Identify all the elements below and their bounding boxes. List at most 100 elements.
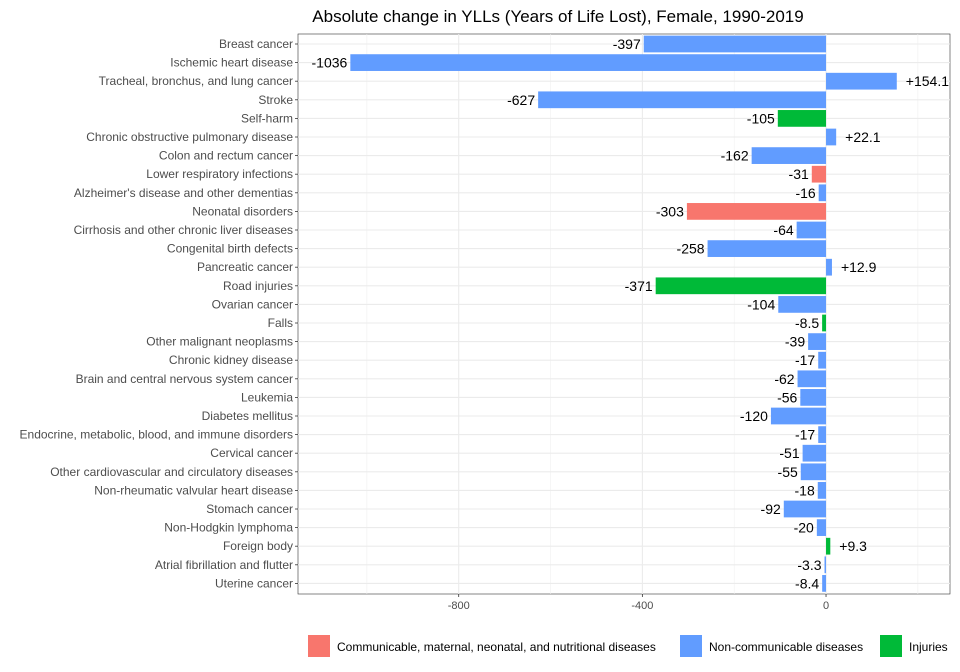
data-label: -62 bbox=[774, 371, 794, 387]
bar bbox=[818, 184, 827, 202]
bar bbox=[778, 296, 827, 313]
bar bbox=[808, 333, 827, 350]
bar bbox=[350, 54, 827, 71]
category-label: Chronic kidney disease bbox=[169, 353, 293, 367]
category-label: Non-rheumatic valvular heart disease bbox=[94, 483, 293, 497]
bar bbox=[816, 519, 827, 536]
data-label: -17 bbox=[795, 427, 815, 443]
bar bbox=[777, 110, 827, 127]
data-label: -162 bbox=[721, 148, 749, 164]
bar bbox=[655, 277, 827, 295]
category-label: Lower respiratory infections bbox=[146, 167, 293, 181]
bar bbox=[826, 537, 831, 555]
data-label: -397 bbox=[613, 36, 641, 52]
bar bbox=[826, 72, 897, 90]
category-label: Non-Hodgkin lymphoma bbox=[164, 521, 293, 535]
x-axis-ticks: -800 -400 0 bbox=[295, 43, 829, 612]
category-label: Chronic obstructive pulmonary disease bbox=[86, 130, 293, 144]
category-label: Breast cancer bbox=[219, 37, 293, 51]
category-label: Ovarian cancer bbox=[212, 297, 293, 311]
bar bbox=[822, 314, 827, 332]
legend-label: Injuries bbox=[909, 640, 948, 654]
bar bbox=[686, 203, 827, 220]
category-label: Atrial fibrillation and flutter bbox=[155, 558, 293, 572]
bar bbox=[707, 240, 827, 257]
bar bbox=[751, 147, 827, 164]
bar bbox=[802, 444, 827, 462]
data-label: -16 bbox=[795, 185, 815, 201]
data-label: -627 bbox=[507, 92, 535, 108]
bar bbox=[818, 426, 827, 443]
bar bbox=[800, 389, 827, 406]
bars bbox=[350, 35, 897, 592]
data-label: -1036 bbox=[312, 55, 348, 71]
category-label: Other cardiovascular and circulatory dis… bbox=[50, 465, 293, 479]
category-label: Endocrine, metabolic, blood, and immune … bbox=[20, 428, 293, 442]
category-label: Road injuries bbox=[223, 279, 293, 293]
legend-swatch bbox=[308, 635, 330, 657]
data-label: -92 bbox=[761, 501, 781, 517]
category-label: Neonatal disorders bbox=[192, 204, 293, 218]
data-label: -18 bbox=[795, 482, 815, 498]
data-label: -371 bbox=[625, 278, 653, 294]
category-label: Brain and central nervous system cancer bbox=[76, 372, 293, 386]
legend: Communicable, maternal, neonatal, and nu… bbox=[308, 635, 948, 657]
category-label: Self-harm bbox=[241, 111, 293, 125]
category-label: Uterine cancer bbox=[215, 576, 293, 590]
category-label: Ischemic heart disease bbox=[170, 56, 293, 70]
bar bbox=[826, 128, 837, 146]
bar bbox=[770, 407, 827, 425]
data-label: -120 bbox=[740, 408, 768, 424]
category-label: Stroke bbox=[258, 93, 293, 107]
data-label: -64 bbox=[773, 222, 793, 238]
category-label: Foreign body bbox=[223, 539, 293, 553]
bar bbox=[824, 556, 827, 574]
plot-panel bbox=[297, 33, 951, 595]
x-tick-label: -400 bbox=[631, 600, 653, 612]
category-label: Leukemia bbox=[241, 390, 293, 404]
category-label: Alzheimer's disease and other dementias bbox=[74, 186, 293, 200]
x-tick-label: 0 bbox=[823, 600, 829, 612]
data-label: -55 bbox=[778, 464, 798, 480]
legend-label: Non-communicable diseases bbox=[709, 640, 863, 654]
category-label: Cervical cancer bbox=[210, 446, 293, 460]
bar bbox=[800, 463, 827, 481]
category-label: Diabetes mellitus bbox=[202, 409, 293, 423]
data-label: -39 bbox=[785, 334, 805, 350]
data-label: -51 bbox=[779, 445, 799, 461]
category-labels: Breast cancer Ischemic heart disease Trach… bbox=[20, 37, 294, 590]
category-label: Pancreatic cancer bbox=[197, 260, 293, 274]
category-label: Stomach cancer bbox=[206, 502, 293, 516]
data-label: -258 bbox=[677, 241, 705, 257]
legend-swatch bbox=[680, 635, 702, 657]
category-label: Tracheal, bronchus, and lung cancer bbox=[99, 74, 293, 88]
category-label: Other malignant neoplasms bbox=[146, 335, 293, 349]
data-label: +9.3 bbox=[839, 538, 867, 554]
category-label: Colon and rectum cancer bbox=[159, 149, 293, 163]
bar bbox=[797, 370, 827, 388]
data-label: -3.3 bbox=[797, 557, 821, 573]
data-label: -31 bbox=[789, 166, 809, 182]
bar bbox=[826, 258, 832, 276]
data-label: -105 bbox=[747, 110, 775, 126]
data-label: -8.4 bbox=[795, 575, 819, 591]
data-label: -56 bbox=[777, 389, 797, 405]
data-label: +22.1 bbox=[845, 129, 881, 145]
chart-title: Absolute change in YLLs (Years of Life L… bbox=[312, 7, 803, 26]
bar bbox=[818, 351, 827, 369]
bar bbox=[796, 221, 827, 239]
bar bbox=[817, 482, 827, 499]
bar bbox=[783, 500, 827, 518]
data-label: -104 bbox=[747, 296, 775, 312]
bar bbox=[822, 575, 827, 592]
bar bbox=[811, 165, 827, 183]
data-label: -8.5 bbox=[795, 315, 819, 331]
category-label: Cirrhosis and other chronic liver diseas… bbox=[74, 223, 293, 237]
bar bbox=[643, 35, 827, 53]
data-label: +12.9 bbox=[841, 259, 877, 275]
legend-swatch bbox=[880, 635, 902, 657]
category-label: Congenital birth defects bbox=[167, 242, 293, 256]
legend-label: Communicable, maternal, neonatal, and nu… bbox=[337, 640, 656, 654]
bar bbox=[538, 91, 827, 109]
